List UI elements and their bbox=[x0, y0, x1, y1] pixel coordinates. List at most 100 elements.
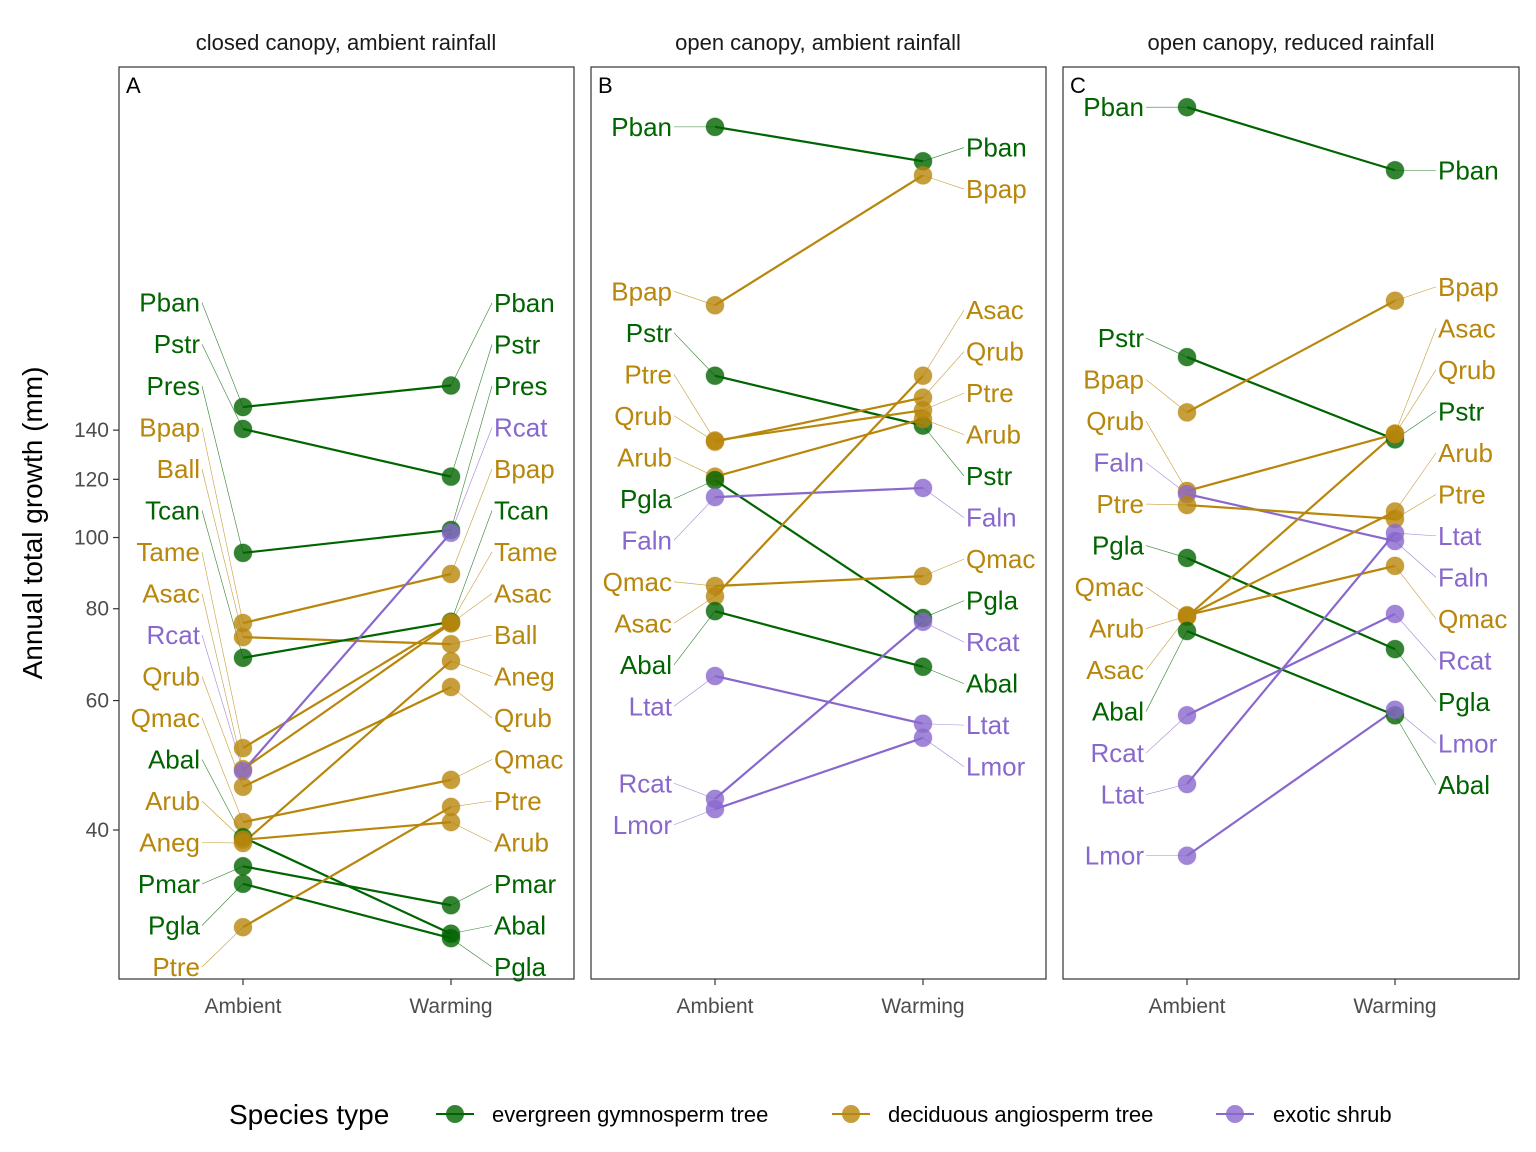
point-qrub-ambient bbox=[233, 777, 253, 797]
label-rcat-warming: Rcat bbox=[966, 627, 1020, 657]
point-ltat-warming bbox=[1385, 523, 1405, 543]
leader-pgla-warming bbox=[1394, 648, 1437, 703]
leader-abal-ambient bbox=[1145, 630, 1188, 712]
series-line-arub bbox=[714, 417, 924, 478]
label-abal-warming: Abal bbox=[1438, 770, 1490, 800]
point-abal-ambient bbox=[1177, 621, 1197, 641]
leader-rcat-ambient bbox=[1145, 715, 1188, 754]
point-pstr-ambient bbox=[705, 366, 725, 386]
series-line-faln bbox=[1186, 492, 1396, 543]
panel-a: Ambient Warming Pban Pstr Pres Bpap Ball Tcan Ta… bbox=[118, 66, 575, 1018]
label-aneg-warming: Aneg bbox=[494, 662, 555, 692]
point-rcat-warming bbox=[441, 523, 461, 543]
series-line-bpap bbox=[714, 174, 924, 307]
y-axis-title: Annual total growth (mm) bbox=[17, 367, 48, 680]
panel-a-x-tick-label-warming: Warming bbox=[409, 995, 492, 1018]
leader-ptre-ambient bbox=[201, 926, 244, 968]
series-line-pban bbox=[714, 125, 924, 163]
label-rcat-ambient: Rcat bbox=[619, 768, 673, 798]
point-tame-ambient bbox=[233, 738, 253, 758]
point-tcan-ambient bbox=[233, 648, 253, 668]
label-bpap-warming: Bpap bbox=[1438, 272, 1499, 302]
label-ptre-ambient: Ptre bbox=[152, 952, 200, 982]
label-ltat-warming: Ltat bbox=[1438, 521, 1482, 551]
series-line-asac bbox=[714, 374, 924, 597]
point-lmor-ambient bbox=[1177, 846, 1197, 866]
panel-a-series-lines bbox=[242, 384, 452, 940]
label-pgla-ambient: Pgla bbox=[148, 911, 201, 941]
point-pban-warming bbox=[1385, 160, 1405, 180]
point-pgla-warming bbox=[1385, 639, 1405, 659]
leader-faln-warming bbox=[1394, 540, 1437, 578]
label-pstr-warming: Pstr bbox=[494, 330, 541, 360]
y-tick-label-80: 80 bbox=[86, 598, 109, 621]
label-ptre-ambient: Ptre bbox=[1096, 489, 1144, 519]
legend-key-shrub bbox=[1216, 1105, 1254, 1123]
label-lmor-warming: Lmor bbox=[966, 752, 1026, 782]
panel-c-strip-title: open canopy, reduced rainfall bbox=[1147, 30, 1434, 55]
point-pban-ambient bbox=[705, 117, 725, 137]
legend-dot-shrub bbox=[1226, 1105, 1244, 1123]
label-ltat-warming: Ltat bbox=[966, 710, 1010, 740]
point-ltat-ambient bbox=[705, 666, 725, 686]
label-pres-warming: Pres bbox=[494, 371, 547, 401]
point-qrub-warming bbox=[913, 388, 933, 408]
y-tick-label-140: 140 bbox=[74, 419, 109, 442]
label-ptre-warming: Ptre bbox=[494, 786, 542, 816]
leader-qrub-warming bbox=[1394, 369, 1437, 435]
label-arub-warming: Arub bbox=[1438, 438, 1493, 468]
point-ptre-ambient bbox=[233, 917, 253, 937]
legend-label-evergreen: evergreen gymnosperm tree bbox=[492, 1102, 768, 1127]
panel-a-x-tick-label-ambient: Ambient bbox=[204, 995, 281, 1018]
point-pgla-warming bbox=[441, 928, 461, 948]
point-aneg-ambient bbox=[233, 833, 253, 853]
legend-title: Species type bbox=[229, 1099, 389, 1130]
point-abal-ambient bbox=[705, 601, 725, 621]
series-line-arub bbox=[242, 821, 452, 841]
leader-asac-warming bbox=[1394, 328, 1437, 434]
panel-a-points bbox=[233, 376, 461, 948]
point-asac-warming bbox=[1385, 424, 1405, 444]
leader-bpap-warming bbox=[450, 468, 493, 575]
leader-abal-warming bbox=[1394, 715, 1437, 786]
series-line-faln bbox=[714, 486, 924, 499]
point-pban-warming bbox=[441, 376, 461, 396]
series-line-tcan bbox=[242, 620, 452, 659]
label-bpap-ambient: Bpap bbox=[139, 413, 200, 443]
label-qrub-warming: Qrub bbox=[1438, 355, 1496, 385]
label-faln-warming: Faln bbox=[1438, 562, 1489, 592]
label-qmac-ambient: Qmac bbox=[1075, 572, 1144, 602]
label-rcat-warming: Rcat bbox=[1438, 645, 1492, 675]
leader-pstr-warming bbox=[450, 344, 493, 477]
point-bpap-warming bbox=[1385, 291, 1405, 311]
label-qrub-ambient: Qrub bbox=[614, 401, 672, 431]
point-asac-warming bbox=[913, 366, 933, 386]
label-bpap-warming: Bpap bbox=[494, 454, 555, 484]
series-line-pgla bbox=[242, 882, 452, 940]
point-pstr-warming bbox=[441, 467, 461, 487]
point-rcat-warming bbox=[913, 612, 933, 632]
series-line-rcat bbox=[1186, 612, 1396, 717]
series-line-qrub bbox=[1186, 433, 1396, 493]
label-qmac-warming: Qmac bbox=[494, 745, 563, 775]
label-pstr-warming: Pstr bbox=[966, 461, 1013, 491]
label-rcat-ambient: Rcat bbox=[147, 620, 201, 650]
label-pstr-ambient: Pstr bbox=[1098, 323, 1145, 353]
panel-b-frame bbox=[590, 66, 1047, 980]
point-pstr-ambient bbox=[233, 419, 253, 439]
series-line-qmac bbox=[714, 575, 924, 588]
label-qrub-ambient: Qrub bbox=[1086, 406, 1144, 436]
label-qmac-ambient: Qmac bbox=[603, 567, 672, 597]
leader-pban-warming bbox=[450, 302, 493, 386]
leader-abal-ambient bbox=[673, 610, 716, 665]
label-qrub-warming: Qrub bbox=[494, 703, 552, 733]
label-pgla-warming: Pgla bbox=[966, 586, 1019, 616]
label-pstr-warming: Pstr bbox=[1438, 396, 1485, 426]
point-pban-ambient bbox=[1177, 97, 1197, 117]
legend-dot-deciduous bbox=[842, 1105, 860, 1123]
label-pban-ambient: Pban bbox=[1083, 92, 1144, 122]
point-rcat-ambient bbox=[1177, 705, 1197, 725]
point-qmac-warming bbox=[441, 770, 461, 790]
label-ptre-warming: Ptre bbox=[966, 378, 1014, 408]
label-ltat-ambient: Ltat bbox=[629, 691, 673, 721]
